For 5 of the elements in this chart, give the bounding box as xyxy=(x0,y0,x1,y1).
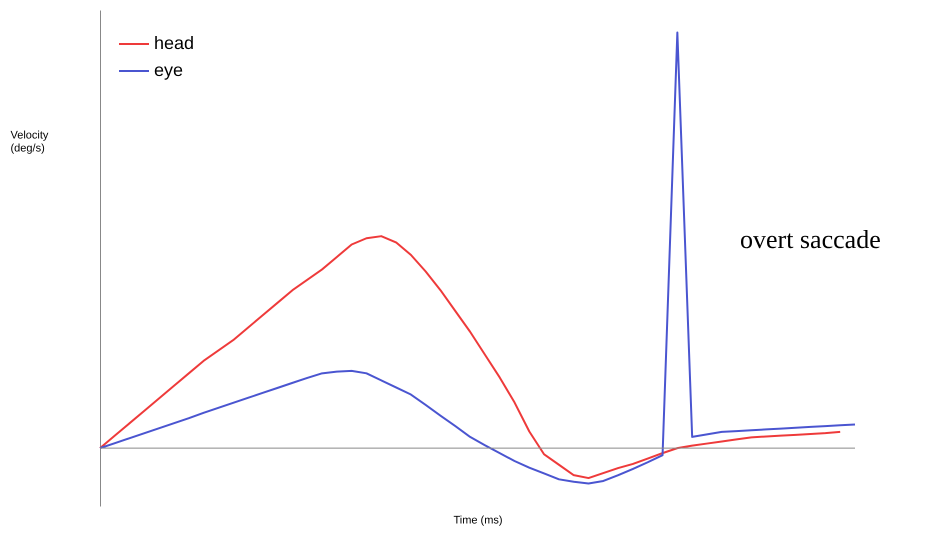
annotation: overt saccade xyxy=(740,225,881,254)
legend-label: eye xyxy=(154,60,184,80)
x-axis-title: Time (ms) xyxy=(453,514,503,526)
legend-label: head xyxy=(154,33,194,53)
y-axis-title: Velocity (deg/s) xyxy=(10,130,49,154)
